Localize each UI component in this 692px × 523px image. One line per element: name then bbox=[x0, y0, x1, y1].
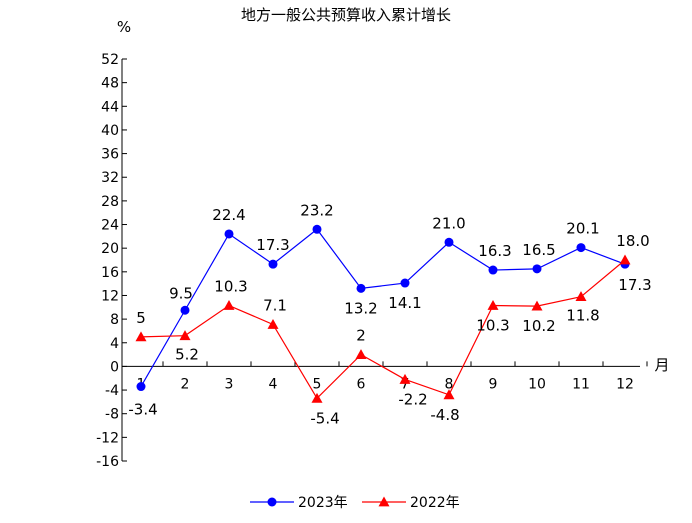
data-label: 13.2 bbox=[344, 299, 377, 317]
x-tick-label: 2 bbox=[181, 376, 190, 392]
series-point bbox=[224, 229, 234, 239]
data-label: 10.3 bbox=[476, 317, 509, 335]
series-point bbox=[135, 331, 147, 342]
series-point bbox=[444, 237, 454, 247]
data-label: 18.0 bbox=[616, 232, 649, 250]
series-point bbox=[400, 278, 410, 288]
y-tick-label: 0 bbox=[110, 359, 119, 375]
data-label: 5.2 bbox=[175, 346, 199, 364]
series-point bbox=[268, 259, 278, 269]
series-point bbox=[179, 330, 191, 341]
y-tick-label: 4 bbox=[110, 336, 119, 352]
series-point bbox=[311, 392, 323, 403]
series-point bbox=[267, 318, 279, 329]
data-label: 10.2 bbox=[522, 317, 555, 335]
x-tick-label: 8 bbox=[445, 376, 454, 392]
data-label: 5 bbox=[136, 309, 146, 327]
series-point bbox=[355, 349, 367, 359]
y-tick-label: 40 bbox=[101, 123, 119, 139]
series-point bbox=[487, 300, 499, 310]
data-label: 9.5 bbox=[169, 284, 193, 302]
y-axis-unit-label: % bbox=[117, 18, 131, 36]
x-tick-label: 10 bbox=[528, 376, 546, 392]
data-label: 17.3 bbox=[618, 276, 651, 294]
x-tick-label: 11 bbox=[572, 376, 590, 392]
series-point bbox=[312, 224, 322, 234]
data-label: 17.3 bbox=[256, 236, 289, 254]
series-point bbox=[180, 305, 190, 315]
legend-marker bbox=[267, 497, 277, 507]
series-point bbox=[619, 254, 631, 265]
chart-title: 地方一般公共预算收入累计增长 bbox=[241, 6, 451, 24]
series-point bbox=[576, 243, 586, 253]
legend: 2023年 2022年 bbox=[250, 495, 460, 511]
x-tick-label: 6 bbox=[357, 376, 366, 392]
data-label: 22.4 bbox=[212, 206, 245, 224]
series-point bbox=[488, 265, 498, 275]
data-label: 16.5 bbox=[522, 241, 555, 259]
series-line-1 bbox=[140, 259, 626, 400]
series-point bbox=[136, 382, 146, 392]
y-tick-label: 12 bbox=[101, 288, 119, 304]
x-axis-unit-label: 月 bbox=[654, 356, 669, 374]
series-point bbox=[532, 264, 542, 274]
y-tick-label: -12 bbox=[96, 430, 119, 446]
data-label: 10.3 bbox=[214, 278, 247, 296]
x-tick-label: 12 bbox=[616, 376, 634, 392]
data-label: 23.2 bbox=[300, 201, 333, 219]
series-point bbox=[575, 291, 587, 302]
y-tick-label: -16 bbox=[96, 454, 119, 470]
series-line-0 bbox=[140, 228, 626, 387]
data-label: 14.1 bbox=[388, 294, 421, 312]
data-label: -2.2 bbox=[398, 390, 427, 408]
legend-marker bbox=[378, 496, 390, 507]
data-label: 21.0 bbox=[432, 214, 465, 232]
legend-label: 2023年 bbox=[298, 495, 348, 511]
data-label: 7.1 bbox=[263, 296, 287, 314]
data-label: -3.4 bbox=[128, 401, 157, 419]
x-tick-label: 4 bbox=[269, 376, 278, 392]
y-tick-label: 44 bbox=[101, 99, 119, 115]
data-label: 16.3 bbox=[478, 242, 511, 260]
x-tick-label: 5 bbox=[313, 376, 322, 392]
y-tick-label: 32 bbox=[101, 170, 119, 186]
y-tick-label: 16 bbox=[101, 265, 119, 281]
data-label: -5.4 bbox=[310, 409, 339, 427]
legend-label: 2022年 bbox=[410, 495, 460, 511]
y-tick-label: 20 bbox=[101, 241, 119, 257]
series-layer bbox=[135, 224, 631, 403]
y-tick-label: 8 bbox=[110, 312, 119, 328]
y-tick-label: 28 bbox=[101, 194, 119, 210]
data-label: 11.8 bbox=[566, 307, 599, 325]
y-tick-label: 52 bbox=[101, 52, 119, 68]
y-tick-label: 48 bbox=[101, 76, 119, 92]
y-tick-label: 36 bbox=[101, 147, 119, 163]
axes: 5248444036322824201612840-4-8-12-1612345… bbox=[96, 52, 648, 470]
series-point bbox=[443, 389, 455, 400]
series-point bbox=[531, 300, 543, 311]
series-point bbox=[356, 283, 366, 293]
x-tick-label: 7 bbox=[401, 376, 410, 392]
y-tick-label: -4 bbox=[105, 383, 119, 399]
x-tick-label: 9 bbox=[489, 376, 498, 392]
data-label: 20.1 bbox=[566, 220, 599, 238]
data-labels-layer: -3.4 9.5 22.4 17.3 23.2 13.2 14.1 21.0 16.3 16.5 2… bbox=[128, 201, 651, 427]
data-label: 2 bbox=[356, 327, 366, 345]
data-label: -4.8 bbox=[430, 406, 459, 424]
series-point bbox=[399, 373, 411, 384]
series-point bbox=[223, 300, 235, 310]
x-tick-label: 3 bbox=[225, 376, 234, 392]
y-tick-label: -8 bbox=[105, 407, 119, 423]
y-tick-label: 24 bbox=[101, 218, 119, 234]
